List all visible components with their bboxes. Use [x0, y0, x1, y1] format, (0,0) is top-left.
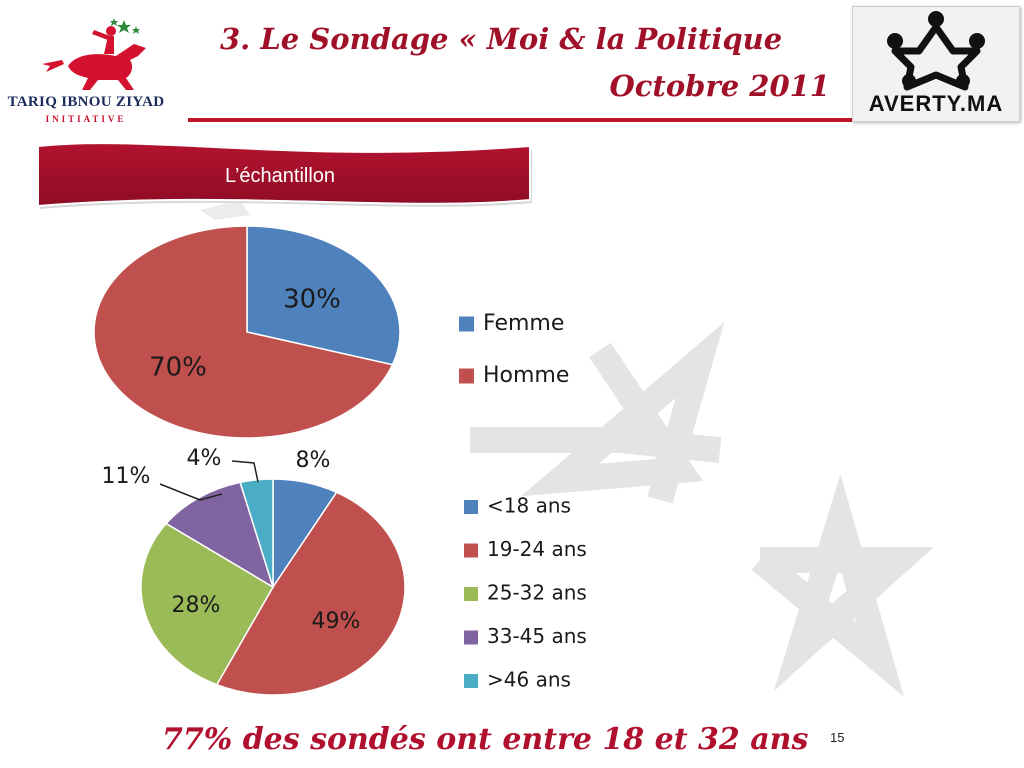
legend-label-19-24-ans: 19-24 ans — [487, 537, 587, 561]
data-label-18-ans: 8% — [296, 448, 331, 473]
pie-slice-25-32-ans — [140, 522, 275, 686]
pie-slice-femme — [246, 225, 401, 366]
legend-swatch-33-45-ans — [464, 630, 478, 645]
data-label-19-24-ans: 49% — [312, 609, 361, 634]
org-subtitle: INITIATIVE — [45, 114, 127, 124]
conclusion-text: 77% des sondés ont entre 18 et 32 ans — [162, 722, 809, 757]
data-label-46-ans: 4% — [187, 446, 222, 471]
legend-label-homme: Homme — [483, 363, 569, 388]
legend-label-33-45-ans: 33-45 ans — [487, 624, 587, 648]
star-people-icon — [887, 11, 985, 91]
data-label-femme: 30% — [283, 285, 341, 315]
averty-brand: AVERTY.MA — [868, 91, 1004, 116]
data-label-homme: 70% — [149, 353, 207, 383]
page-number: 15 — [830, 730, 845, 745]
legend-label-25-32-ans: 25-32 ans — [487, 581, 587, 605]
slide-title: 3. Le Sondage « Moi & la Politique — [220, 22, 783, 56]
tariq-ibnou-ziyad-logo: TARIQ IBNOU ZIYAD INITIATIVE — [6, 14, 166, 130]
legend-label-46-ans: >46 ans — [487, 668, 571, 692]
pie-slice-19-24-ans — [215, 491, 406, 696]
org-name: TARIQ IBNOU ZIYAD — [7, 94, 165, 110]
data-label-25-32-ans: 28% — [172, 593, 221, 618]
pie-slice-46-ans — [239, 478, 274, 588]
legend-swatch-femme — [459, 316, 474, 332]
banner-label: L’échantillon — [224, 165, 336, 187]
age-pie-chart: 8% 49% 28% 11% 4% <18 ans 19-24 ans 25-32 ans 33… — [102, 446, 587, 696]
averty-logo: AVERTY.MA — [852, 6, 1020, 122]
data-label-33-45-ans: 11% — [102, 464, 151, 489]
legend-swatch-homme — [459, 368, 474, 384]
legend-swatch-18-ans — [464, 500, 478, 514]
leader-line-46-ans — [231, 460, 259, 483]
leader-line-33-45-ans — [159, 483, 223, 501]
legend-label-18-ans: <18 ans — [487, 494, 571, 518]
slide-subtitle-date: Octobre 2011 — [609, 69, 830, 103]
legend-label-femme: Femme — [483, 311, 564, 336]
pie-slice-33-45-ans — [165, 481, 275, 589]
pie-slice-homme — [93, 225, 394, 439]
gender-pie-chart: 30% 70% Femme Homme — [93, 225, 569, 439]
legend-swatch-19-24-ans — [464, 543, 478, 558]
horse-rider-icon — [42, 18, 146, 90]
section-banner — [37, 142, 532, 209]
legend-swatch-46-ans — [464, 674, 478, 688]
legend-swatch-25-32-ans — [464, 587, 478, 601]
title-divider — [188, 118, 1018, 122]
